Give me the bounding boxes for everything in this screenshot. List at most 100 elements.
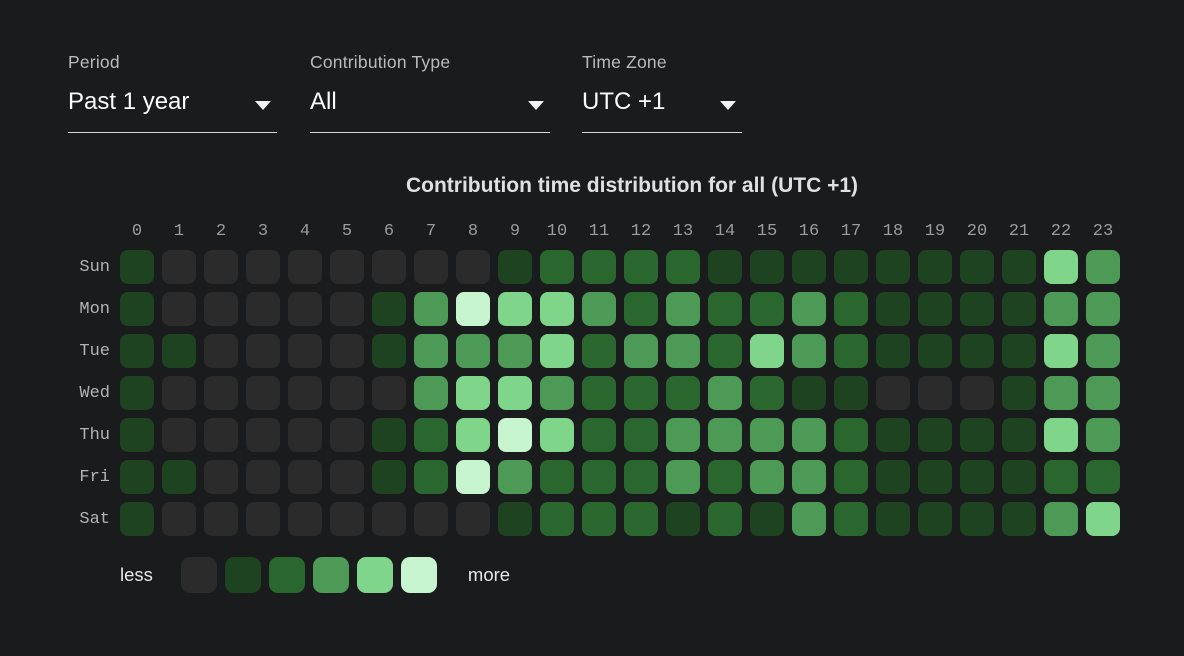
- heatmap-cell[interactable]: [162, 250, 196, 284]
- heatmap-cell[interactable]: [624, 502, 658, 536]
- heatmap-cell[interactable]: [414, 502, 448, 536]
- heatmap-cell[interactable]: [1002, 502, 1036, 536]
- heatmap-cell[interactable]: [414, 376, 448, 410]
- heatmap-cell[interactable]: [750, 334, 784, 368]
- heatmap-cell[interactable]: [750, 418, 784, 452]
- heatmap-cell[interactable]: [1086, 376, 1120, 410]
- heatmap-cell[interactable]: [792, 460, 826, 494]
- heatmap-cell[interactable]: [750, 460, 784, 494]
- heatmap-cell[interactable]: [750, 250, 784, 284]
- heatmap-cell[interactable]: [834, 418, 868, 452]
- heatmap-cell[interactable]: [792, 334, 826, 368]
- heatmap-cell[interactable]: [876, 250, 910, 284]
- heatmap-cell[interactable]: [162, 502, 196, 536]
- heatmap-cell[interactable]: [918, 376, 952, 410]
- heatmap-cell[interactable]: [498, 376, 532, 410]
- heatmap-cell[interactable]: [204, 460, 238, 494]
- heatmap-cell[interactable]: [162, 292, 196, 326]
- heatmap-cell[interactable]: [792, 502, 826, 536]
- heatmap-cell[interactable]: [876, 502, 910, 536]
- heatmap-cell[interactable]: [960, 460, 994, 494]
- heatmap-cell[interactable]: [1044, 250, 1078, 284]
- heatmap-cell[interactable]: [1086, 418, 1120, 452]
- heatmap-cell[interactable]: [1002, 418, 1036, 452]
- heatmap-cell[interactable]: [372, 460, 406, 494]
- heatmap-cell[interactable]: [372, 334, 406, 368]
- heatmap-cell[interactable]: [876, 292, 910, 326]
- heatmap-cell[interactable]: [120, 376, 154, 410]
- heatmap-cell[interactable]: [582, 460, 616, 494]
- heatmap-cell[interactable]: [246, 418, 280, 452]
- heatmap-cell[interactable]: [120, 292, 154, 326]
- heatmap-cell[interactable]: [666, 460, 700, 494]
- heatmap-cell[interactable]: [498, 250, 532, 284]
- heatmap-cell[interactable]: [876, 376, 910, 410]
- heatmap-cell[interactable]: [246, 376, 280, 410]
- heatmap-cell[interactable]: [540, 418, 574, 452]
- heatmap-cell[interactable]: [540, 334, 574, 368]
- heatmap-cell[interactable]: [246, 292, 280, 326]
- heatmap-cell[interactable]: [204, 292, 238, 326]
- heatmap-cell[interactable]: [372, 250, 406, 284]
- heatmap-cell[interactable]: [330, 418, 364, 452]
- heatmap-cell[interactable]: [834, 334, 868, 368]
- heatmap-cell[interactable]: [246, 460, 280, 494]
- heatmap-cell[interactable]: [456, 460, 490, 494]
- heatmap-cell[interactable]: [834, 460, 868, 494]
- heatmap-cell[interactable]: [918, 292, 952, 326]
- heatmap-cell[interactable]: [414, 460, 448, 494]
- heatmap-cell[interactable]: [540, 460, 574, 494]
- heatmap-cell[interactable]: [918, 250, 952, 284]
- heatmap-cell[interactable]: [792, 292, 826, 326]
- heatmap-cell[interactable]: [498, 334, 532, 368]
- heatmap-cell[interactable]: [960, 376, 994, 410]
- heatmap-cell[interactable]: [162, 376, 196, 410]
- heatmap-cell[interactable]: [204, 376, 238, 410]
- heatmap-cell[interactable]: [624, 376, 658, 410]
- heatmap-cell[interactable]: [1002, 334, 1036, 368]
- heatmap-cell[interactable]: [204, 502, 238, 536]
- heatmap-cell[interactable]: [288, 418, 322, 452]
- heatmap-cell[interactable]: [498, 502, 532, 536]
- heatmap-cell[interactable]: [834, 376, 868, 410]
- heatmap-cell[interactable]: [288, 376, 322, 410]
- heatmap-cell[interactable]: [1044, 292, 1078, 326]
- heatmap-cell[interactable]: [960, 334, 994, 368]
- heatmap-cell[interactable]: [666, 502, 700, 536]
- heatmap-cell[interactable]: [456, 418, 490, 452]
- heatmap-cell[interactable]: [414, 250, 448, 284]
- heatmap-cell[interactable]: [624, 250, 658, 284]
- heatmap-cell[interactable]: [708, 376, 742, 410]
- heatmap-cell[interactable]: [960, 502, 994, 536]
- heatmap-cell[interactable]: [162, 460, 196, 494]
- heatmap-cell[interactable]: [456, 334, 490, 368]
- heatmap-cell[interactable]: [372, 376, 406, 410]
- heatmap-cell[interactable]: [456, 250, 490, 284]
- heatmap-cell[interactable]: [330, 334, 364, 368]
- heatmap-cell[interactable]: [1002, 460, 1036, 494]
- heatmap-cell[interactable]: [1086, 250, 1120, 284]
- heatmap-cell[interactable]: [288, 334, 322, 368]
- heatmap-cell[interactable]: [120, 418, 154, 452]
- heatmap-cell[interactable]: [540, 292, 574, 326]
- heatmap-cell[interactable]: [288, 502, 322, 536]
- heatmap-cell[interactable]: [624, 418, 658, 452]
- heatmap-cell[interactable]: [876, 334, 910, 368]
- heatmap-cell[interactable]: [204, 334, 238, 368]
- heatmap-cell[interactable]: [330, 376, 364, 410]
- heatmap-cell[interactable]: [666, 418, 700, 452]
- heatmap-cell[interactable]: [330, 292, 364, 326]
- heatmap-cell[interactable]: [750, 292, 784, 326]
- heatmap-cell[interactable]: [288, 292, 322, 326]
- heatmap-cell[interactable]: [1044, 334, 1078, 368]
- heatmap-cell[interactable]: [414, 292, 448, 326]
- heatmap-cell[interactable]: [414, 334, 448, 368]
- heatmap-cell[interactable]: [498, 292, 532, 326]
- heatmap-cell[interactable]: [1002, 376, 1036, 410]
- heatmap-cell[interactable]: [372, 418, 406, 452]
- heatmap-cell[interactable]: [288, 250, 322, 284]
- heatmap-cell[interactable]: [834, 502, 868, 536]
- heatmap-cell[interactable]: [330, 502, 364, 536]
- heatmap-cell[interactable]: [582, 502, 616, 536]
- heatmap-cell[interactable]: [582, 334, 616, 368]
